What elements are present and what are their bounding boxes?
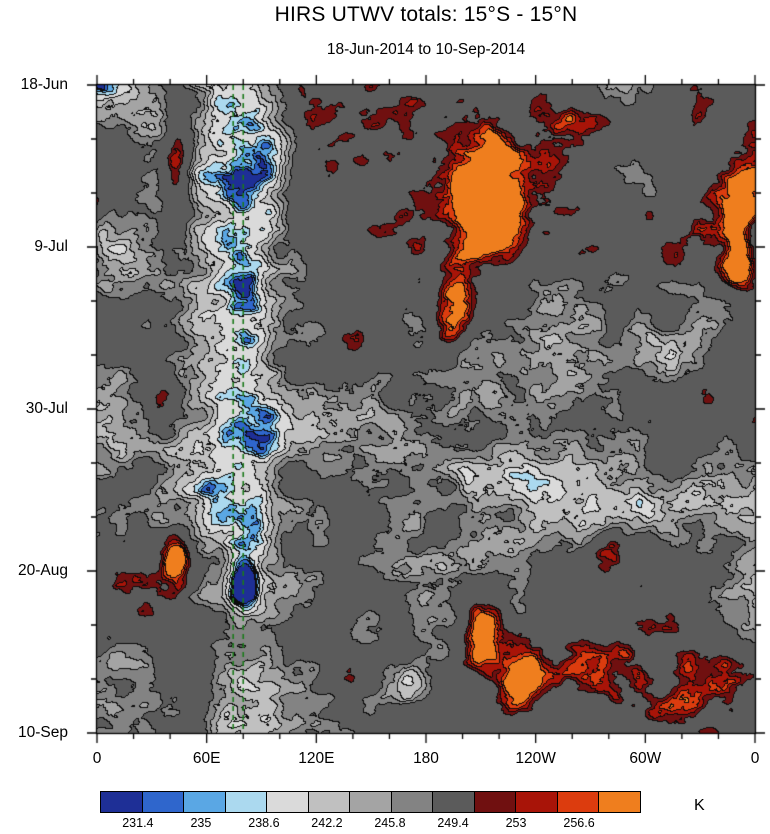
colorbar-segment: [225, 792, 268, 812]
colorbar-unit-label: K: [694, 797, 705, 814]
colorbar-segment: [308, 792, 351, 812]
x-axis-tick-label: 60W: [629, 750, 662, 767]
colorbar-segment: [433, 792, 475, 812]
colorbar-segment: [557, 792, 600, 812]
x-axis-tick-label: 120W: [515, 750, 556, 767]
colorbar-tick-label: 231.4: [122, 816, 154, 830]
y-axis-tick-label: 20-Aug: [18, 562, 68, 579]
colorbar-tick-label: 235: [190, 816, 212, 830]
x-axis-tick-label: 0: [92, 750, 102, 767]
colorbar-segment: [267, 792, 309, 812]
x-axis-tick-label: 120E: [298, 750, 335, 767]
colorbar-segment: [599, 792, 640, 812]
colorbar-segment: [474, 792, 517, 812]
colorbar-segment: [516, 792, 558, 812]
colorbar-segment: [101, 792, 143, 812]
colorbar-segment: [391, 792, 434, 812]
colorbar-tick-label: 256.6: [563, 816, 595, 830]
colorbar-tick-label: 242.2: [311, 816, 343, 830]
colorbar-segment: [142, 792, 185, 812]
chart-subtitle: 18-Jun-2014 to 10-Sep-2014: [326, 41, 526, 58]
x-axis-tick-label: 180: [413, 750, 439, 767]
y-axis-tick-label: 18-Jun: [20, 76, 68, 93]
colorbar-tick-label: 238.6: [248, 816, 280, 830]
colorbar-tick-label: 249.4: [437, 816, 469, 830]
y-axis-tick-label: 30-Jul: [25, 400, 68, 417]
contour-field-canvas: [0, 0, 770, 748]
colorbar-tick-label: 253: [505, 816, 527, 830]
colorbar-segment: [184, 792, 226, 812]
chart-title: HIRS UTWV totals: 15°S - 15°N: [274, 3, 578, 26]
colorbar: [100, 791, 641, 813]
colorbar-tick-label: 245.8: [374, 816, 406, 830]
x-axis-tick-label: 60E: [192, 750, 221, 767]
y-axis-tick-label: 10-Sep: [18, 724, 68, 741]
x-axis-tick-label: 0: [750, 750, 760, 767]
colorbar-segment: [350, 792, 392, 812]
y-axis-tick-label: 9-Jul: [34, 238, 68, 255]
